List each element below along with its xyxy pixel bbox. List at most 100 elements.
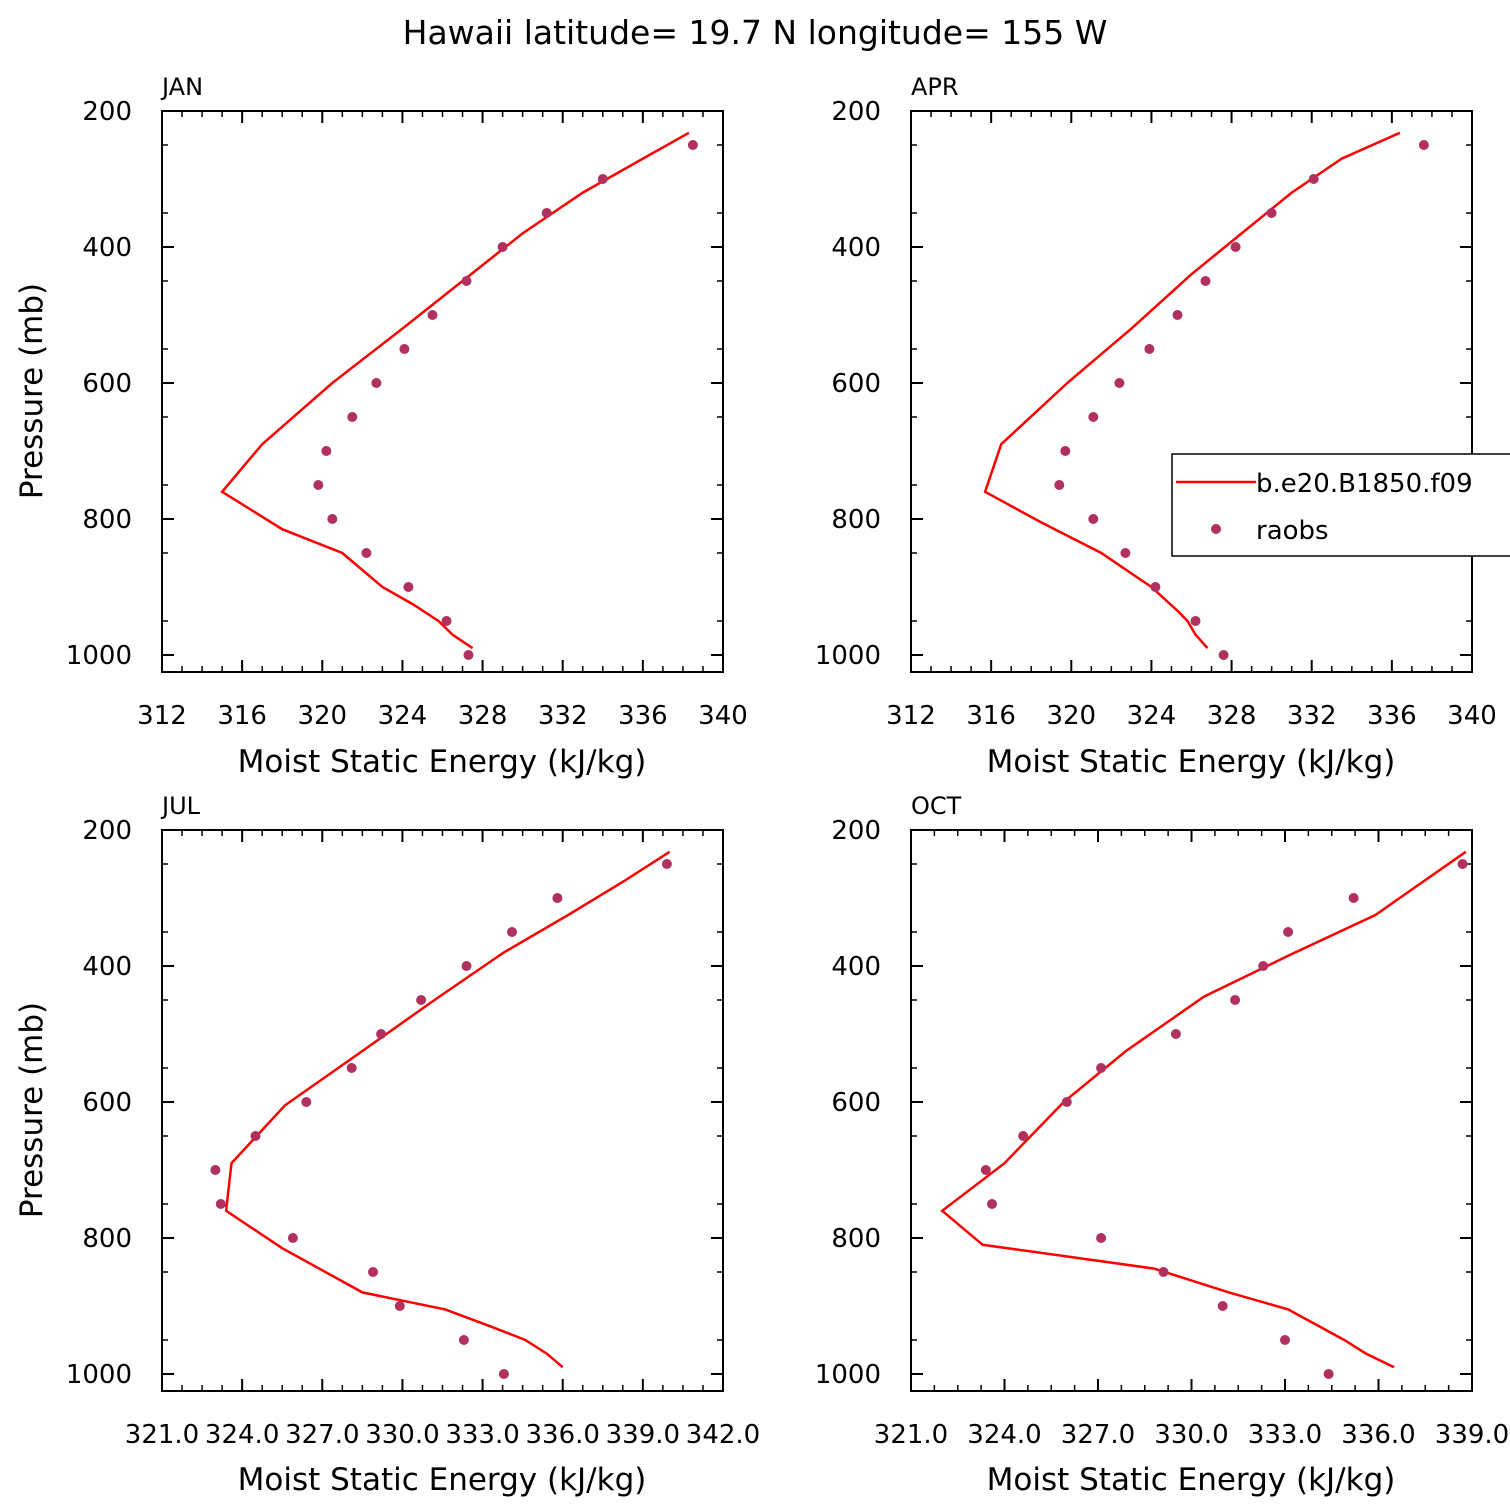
raobs-point [376, 1029, 387, 1039]
y-tick-label: 800 [831, 1224, 881, 1254]
xlabel-jul: Moist Static Energy (kJ/kg) [238, 1462, 647, 1498]
x-tick-label: 330.0 [365, 1420, 439, 1450]
raobs-point [1217, 1301, 1228, 1311]
raobs-point [461, 961, 472, 971]
legend-dot-swatch [1211, 524, 1221, 534]
panel-jul: JUL Moist Static Energy (kJ/kg) Pressure… [14, 792, 760, 1498]
plot-frame-jul [161, 829, 724, 1392]
x-tick-label: 320 [297, 701, 347, 731]
raobs-point [1283, 927, 1294, 937]
raobs-point [1308, 174, 1319, 184]
plot-frame-oct [910, 829, 1473, 1392]
y-tick-label: 800 [831, 505, 881, 535]
model-line-oct [940, 850, 1467, 1369]
model-line-apr [983, 131, 1401, 650]
x-tick-label: 320 [1046, 701, 1096, 731]
raobs-point [1418, 140, 1429, 150]
y-tick-label: 800 [82, 505, 132, 535]
raobs-point [1096, 1063, 1107, 1073]
raobs-point [210, 1165, 221, 1175]
y-tick-label: 200 [831, 816, 881, 846]
raobs-point [215, 1199, 226, 1209]
y-tick-label: 1000 [66, 641, 132, 671]
x-tick-label: 324 [378, 701, 428, 731]
x-tick-label: 327.0 [285, 1420, 359, 1450]
raobs-point [399, 344, 410, 354]
raobs-point [1088, 412, 1099, 422]
raobs-point [1266, 208, 1277, 218]
ylabel-jan: Pressure (mb) [14, 283, 50, 499]
raobs-point [1054, 480, 1065, 490]
x-tick-label: 336 [618, 701, 668, 731]
x-tick-label: 316 [966, 701, 1016, 731]
y-tick-label: 600 [831, 369, 881, 399]
raobs-point [361, 548, 372, 558]
model-line-jan [220, 131, 690, 650]
xlabel-apr: Moist Static Energy (kJ/kg) [987, 744, 1396, 780]
panel-label-oct: OCT [911, 792, 962, 820]
raobs-point [287, 1233, 298, 1243]
x-tick-label: 321.0 [125, 1420, 199, 1450]
raobs-point [541, 208, 552, 218]
x-tick-label: 340 [698, 701, 748, 731]
y-tick-label: 600 [82, 369, 132, 399]
x-tick-label: 332 [538, 701, 588, 731]
raobs-point [1172, 310, 1183, 320]
raobs-point [403, 582, 414, 592]
raobs-point [1144, 344, 1155, 354]
raobs-point [346, 1063, 357, 1073]
x-tick-label: 339.0 [1435, 1420, 1509, 1450]
raobs-point [1218, 650, 1229, 660]
legend-label-obs: raobs [1256, 516, 1329, 546]
raobs-point [458, 1335, 469, 1345]
panel-jan: JAN Moist Static Energy (kJ/kg) Pressure… [14, 73, 748, 780]
xlabel-oct: Moist Static Energy (kJ/kg) [987, 1462, 1396, 1498]
raobs-point [347, 412, 358, 422]
y-tick-label: 400 [831, 952, 881, 982]
y-tick-label: 600 [831, 1088, 881, 1118]
raobs-point [1258, 961, 1269, 971]
raobs-point [1096, 1233, 1107, 1243]
raobs-point [1061, 1097, 1072, 1107]
raobs-point [1018, 1131, 1029, 1141]
raobs-point [498, 1369, 509, 1379]
raobs-point [1150, 582, 1161, 592]
raobs-point [1230, 995, 1241, 1005]
raobs-point [327, 514, 338, 524]
raobs-point [250, 1131, 261, 1141]
plot-frame-apr [910, 110, 1473, 673]
raobs-point [371, 378, 382, 388]
raobs-point [1170, 1029, 1181, 1039]
raobs-point [552, 893, 563, 903]
x-tick-label: 321.0 [874, 1420, 948, 1450]
x-tick-label: 328 [458, 701, 508, 731]
x-tick-label: 339.0 [606, 1420, 680, 1450]
raobs-point [597, 174, 608, 184]
raobs-point [1114, 378, 1125, 388]
y-tick-label: 200 [82, 816, 132, 846]
raobs-point [463, 650, 474, 660]
raobs-point [441, 616, 452, 626]
legend: b.e20.B1850.f09 raobs [1171, 453, 1510, 557]
x-tick-label: 333.0 [1248, 1420, 1322, 1450]
x-tick-label: 312 [137, 701, 187, 731]
raobs-point [1348, 893, 1359, 903]
raobs-point [427, 310, 438, 320]
x-tick-label: 336.0 [525, 1420, 599, 1450]
x-tick-label: 324 [1127, 701, 1177, 731]
x-tick-label: 330.0 [1154, 1420, 1228, 1450]
x-tick-label: 336 [1367, 701, 1417, 731]
y-tick-label: 200 [82, 97, 132, 127]
legend-box [1171, 453, 1510, 557]
y-tick-label: 1000 [815, 641, 881, 671]
raobs-point [1088, 514, 1099, 524]
plot-frame-jan [161, 110, 724, 673]
y-tick-label: 400 [82, 233, 132, 263]
panel-label-apr: APR [911, 73, 959, 101]
raobs-point [687, 140, 698, 150]
raobs-point [1323, 1369, 1334, 1379]
raobs-point [1200, 276, 1211, 286]
raobs-point [1457, 859, 1468, 869]
x-tick-label: 332 [1287, 701, 1337, 731]
